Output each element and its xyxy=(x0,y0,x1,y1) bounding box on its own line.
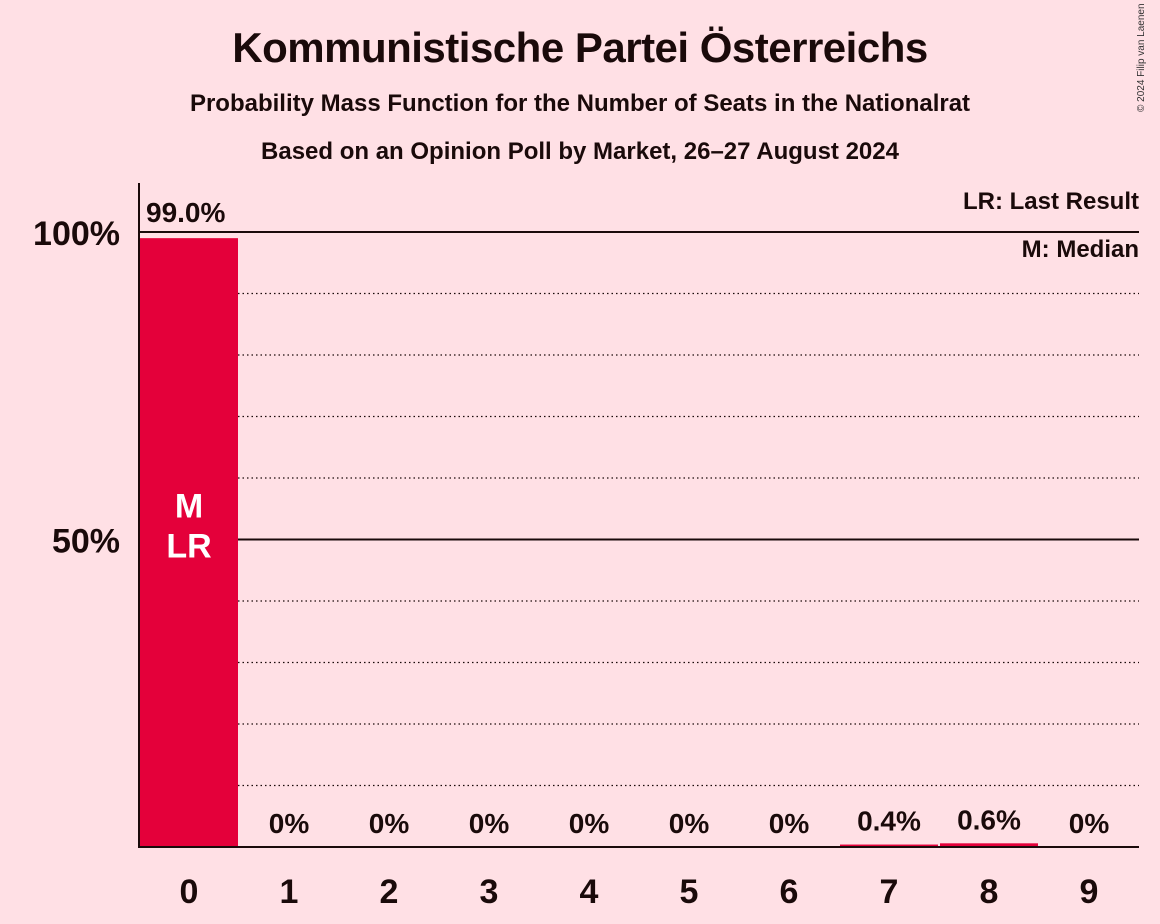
chart-subtitle: Probability Mass Function for the Number… xyxy=(189,90,971,117)
bar-seat-7 xyxy=(840,844,938,847)
x-tick-label: 2 xyxy=(380,873,399,911)
value-label: 0% xyxy=(769,808,810,839)
y-tick-label: 100% xyxy=(33,215,120,253)
y-tick-label: 50% xyxy=(52,523,120,561)
x-tick-label: 6 xyxy=(780,873,799,911)
chart-source-subtitle: Based on an Opinion Poll by Market, 26–2… xyxy=(261,138,899,165)
x-tick-label: 3 xyxy=(480,873,499,911)
legend-median: M: Median xyxy=(1022,236,1139,263)
x-tick-label: 7 xyxy=(880,873,899,911)
median-marker: M xyxy=(175,488,203,526)
x-tick-label: 8 xyxy=(980,873,999,911)
legend-last-result: LR: Last Result xyxy=(963,188,1139,215)
axes: 50% 100% 0 1 2 3 4 5 6 7 8 9 xyxy=(33,183,1139,911)
value-label: 99.0% xyxy=(146,197,225,228)
bars: MLR xyxy=(140,238,1038,847)
value-label: 0% xyxy=(269,808,310,839)
value-label: 0% xyxy=(469,808,510,839)
value-label: 0.4% xyxy=(857,806,921,837)
value-label: 0.6% xyxy=(957,804,1021,835)
bar-seat-8 xyxy=(940,843,1038,847)
grid-lines xyxy=(139,231,1139,787)
value-label: 0% xyxy=(669,808,710,839)
bar-seat-0 xyxy=(140,238,238,847)
value-label: 0% xyxy=(369,808,410,839)
x-tick-label: 1 xyxy=(280,873,299,911)
x-tick-label: 0 xyxy=(180,873,199,911)
value-labels: 99.0% 0% 0% 0% 0% 0% 0% 0.4% 0.6% 0% xyxy=(146,197,1109,839)
chart-title: Kommunistische Partei Österreichs xyxy=(232,24,928,71)
x-tick-label: 4 xyxy=(580,873,599,911)
x-tick-label: 9 xyxy=(1080,873,1099,911)
value-label: 0% xyxy=(569,808,610,839)
last-result-marker: LR xyxy=(166,528,211,566)
value-label: 0% xyxy=(1069,808,1110,839)
x-tick-label: 5 xyxy=(680,873,699,911)
